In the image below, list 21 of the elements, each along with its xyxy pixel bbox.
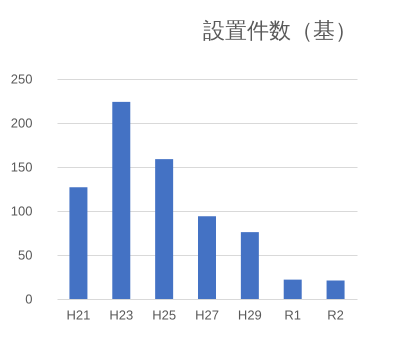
bar	[198, 216, 216, 299]
y-tick-label: 100	[10, 204, 32, 218]
y-tick-label: 150	[10, 160, 32, 174]
y-tick-label: 200	[10, 116, 32, 130]
bar	[112, 102, 130, 299]
x-tick-label: R2	[327, 308, 344, 322]
x-tick-label: H29	[238, 308, 262, 322]
y-tick-label: 250	[10, 72, 32, 86]
x-tick-label: H27	[195, 308, 219, 322]
x-tick-label: H25	[152, 308, 176, 322]
x-tick-label: H23	[109, 308, 134, 322]
bar	[284, 280, 302, 299]
bar	[240, 232, 259, 299]
y-tick-label: 0	[25, 292, 32, 306]
bar	[326, 280, 345, 299]
x-tick-label: H21	[66, 308, 90, 322]
chart-title: 設置件数（基）	[203, 19, 357, 44]
y-tick-label: 50	[18, 248, 32, 262]
x-tick-label: R1	[284, 308, 302, 322]
bar	[155, 159, 174, 299]
bar	[69, 187, 88, 299]
